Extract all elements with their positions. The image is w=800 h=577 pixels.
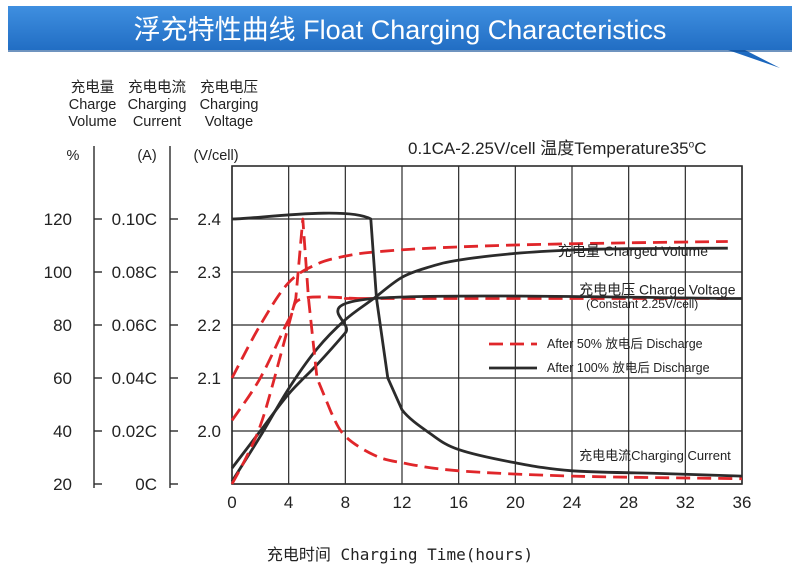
y-tick-label: 80 — [53, 316, 72, 335]
chart-title: 浮充特性曲线 Float Charging Characteristics — [133, 15, 667, 45]
y-tick-label: 0.08C — [112, 263, 157, 282]
x-tick-label: 4 — [284, 493, 293, 512]
legend-label: After 100% 放电后 Discharge — [547, 360, 710, 375]
y-tick-label: 60 — [53, 369, 72, 388]
charging-current-after50-line — [230, 217, 743, 485]
x-tick-label: 16 — [449, 493, 468, 512]
y-tick-label: 40 — [53, 422, 72, 441]
y-tick-label: 0C — [135, 475, 157, 494]
charge-volume-after100-line — [230, 246, 728, 483]
charge-volume-axis-header: 充电量 Charge Volume — [68, 80, 117, 130]
charge-volume-after50-line — [230, 240, 728, 379]
y-tick-label: 0.02C — [112, 422, 157, 441]
x-tick-label: 24 — [563, 493, 582, 512]
x-tick-label: 8 — [341, 493, 350, 512]
y-tick-label: 20 — [53, 475, 72, 494]
charging-voltage-axis-header: 充电电压 Charging Voltage — [199, 80, 259, 130]
title-banner — [8, 6, 792, 68]
float-charging-chart: 0 4 8 12 16 20 24 28 32 36% 120 100 80 60 40 20 (A) 0.10C… — [44, 146, 752, 512]
x-tick-label: 36 — [733, 493, 752, 512]
x-tick-label: 20 — [506, 493, 525, 512]
y-tick-label: 2.1 — [197, 369, 221, 388]
y-tick-label: 120 — [44, 210, 72, 229]
charging-current-after100-line — [231, 211, 743, 478]
axis-unit-label: % — [67, 148, 80, 164]
y-tick-label: 0.10C — [112, 210, 157, 229]
y-tick-label: 100 — [44, 263, 72, 282]
charging-voltage-after50-line — [230, 295, 728, 422]
annotation-label: (Constant 2.25V/cell) — [586, 297, 698, 311]
y-tick-label: 2.3 — [197, 263, 221, 282]
x-tick-label: 28 — [619, 493, 638, 512]
annotation-label: 充电电流Charging Current — [579, 448, 731, 463]
axis-unit-label: (V/cell) — [193, 148, 238, 164]
annotation-label: 充电电压 Charge Voltage — [579, 281, 736, 297]
chart-text: 0 4 8 12 16 20 24 28 32 36% 120 100 80 60 40 20 (A) 0.10C… — [44, 148, 752, 512]
axis-unit-label: (A) — [137, 148, 156, 164]
charging-voltage-after100-line — [230, 294, 743, 469]
x-tick-label: 32 — [676, 493, 695, 512]
test-condition: 0.1CA-2.25V/cell 温度Temperature35oC — [408, 139, 707, 158]
axes — [93, 146, 178, 488]
grid — [231, 165, 743, 485]
y-tick-label: 2.2 — [197, 316, 221, 335]
x-tick-label: 0 — [227, 493, 236, 512]
y-tick-label: 2.0 — [197, 422, 221, 441]
y-tick-label: 0.04C — [112, 369, 157, 388]
charging-current-axis-header: 充电电流 Charging Current — [127, 80, 187, 130]
x-tick-label: 12 — [393, 493, 412, 512]
y-tick-label: 2.4 — [197, 210, 221, 229]
legend-label: After 50% 放电后 Discharge — [547, 336, 703, 351]
y-tick-label: 0.06C — [112, 316, 157, 335]
annotation-label: 充电量 Charged Volume — [558, 243, 708, 259]
x-axis-label: 充电时间 Charging Time(hours) — [266, 545, 534, 564]
series — [230, 211, 743, 485]
